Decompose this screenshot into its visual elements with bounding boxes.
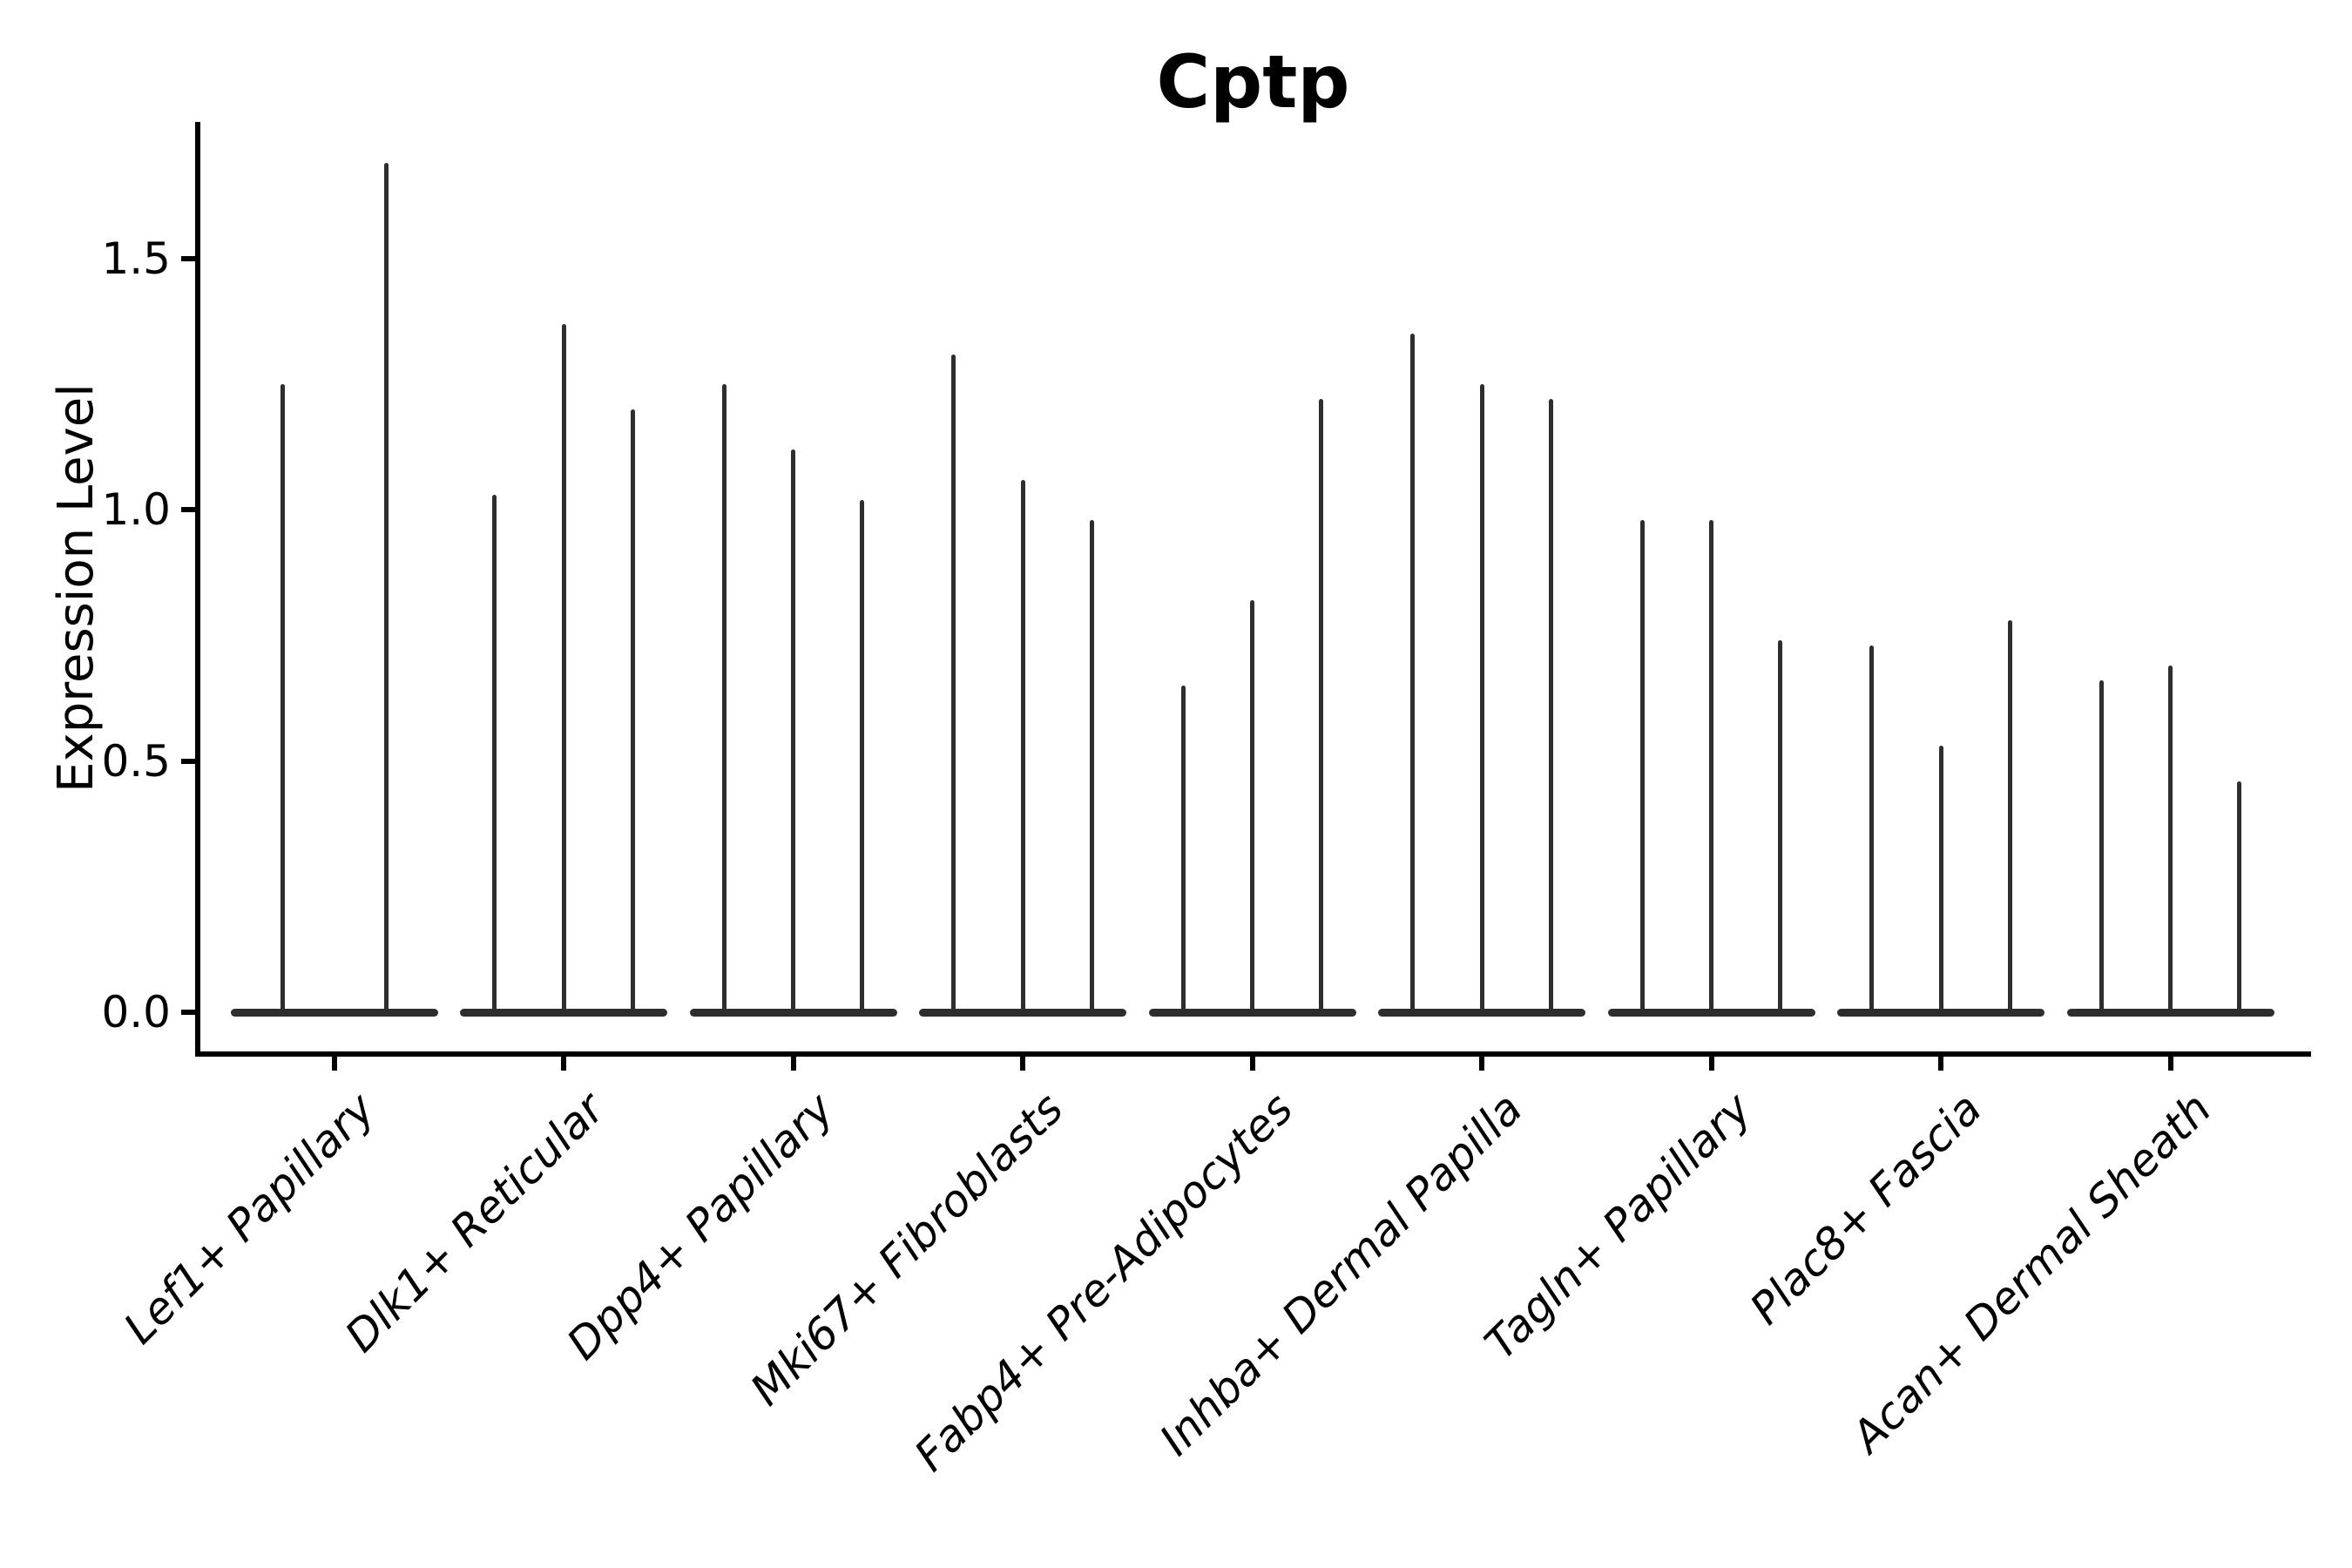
y-tick [181, 255, 195, 261]
x-tick [1249, 1057, 1255, 1071]
violin-spike [2099, 680, 2104, 1014]
y-tick-label: 0.5 [101, 735, 171, 787]
violin-spike [2007, 620, 2012, 1014]
x-tick [561, 1057, 566, 1071]
y-tick-label: 1.5 [101, 233, 171, 284]
x-tick [1938, 1057, 1943, 1071]
x-tick [1020, 1057, 1025, 1071]
violin-spike [1410, 334, 1416, 1014]
violin-spike [280, 384, 285, 1014]
violin-spike [1180, 686, 1186, 1014]
violin-spike [1479, 384, 1484, 1014]
violin-spike [1548, 399, 1553, 1014]
violin-spike [2168, 666, 2173, 1014]
violin-spike [1869, 645, 1875, 1014]
violin-spike [791, 449, 795, 1014]
violin-spike [2237, 781, 2242, 1014]
violin-spike [1250, 600, 1254, 1014]
violin-spike [951, 354, 956, 1014]
left-spine [195, 122, 200, 1057]
bottom-spine [195, 1051, 2311, 1057]
violin-spike [1709, 519, 1713, 1014]
violin-spike [383, 163, 389, 1014]
violin-spike [561, 323, 566, 1014]
violin-base [230, 1008, 438, 1017]
plot-title: Cptp [1156, 39, 1350, 125]
x-tick [331, 1057, 337, 1071]
x-tick-label: Fabp4+ Pre-Adipocytes [904, 1083, 1303, 1482]
violin-spike [1639, 519, 1645, 1014]
x-tick [1479, 1057, 1484, 1071]
y-tick [181, 1010, 195, 1015]
violin-spike [1020, 479, 1025, 1014]
x-tick [1708, 1057, 1714, 1071]
x-tick-label: Lef1+ Papillary [113, 1083, 385, 1354]
x-tick-label: Plac8+ Fascia [1740, 1083, 1991, 1335]
y-tick-label: 1.0 [101, 484, 171, 536]
violin-spike [1938, 746, 1943, 1014]
violin-spike [860, 499, 865, 1014]
y-tick [181, 758, 195, 764]
x-tick [790, 1057, 796, 1071]
violin-spike [1778, 640, 1783, 1014]
x-tick [2167, 1057, 2173, 1071]
y-tick-label: 0.0 [101, 987, 171, 1037]
violin-spike [492, 494, 497, 1014]
violin-spike [721, 384, 727, 1014]
y-tick [181, 507, 195, 513]
violin-spike [1089, 519, 1094, 1014]
violin-spike [630, 409, 635, 1014]
violin-spike [1319, 399, 1324, 1014]
